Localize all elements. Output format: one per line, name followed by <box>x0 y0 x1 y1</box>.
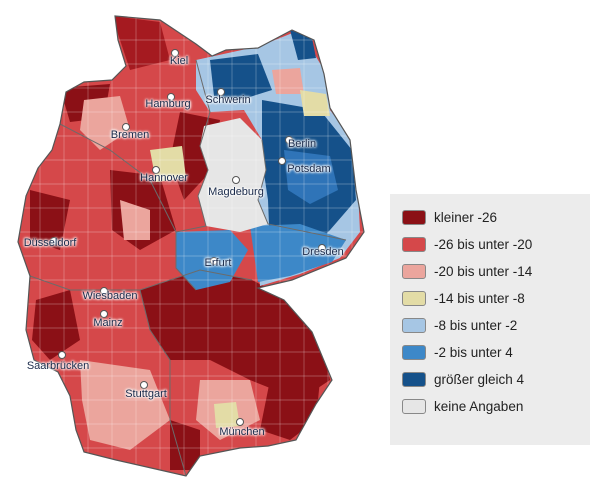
city-dot-wiesbaden <box>100 287 108 295</box>
city-dot-magdeburg <box>232 176 240 184</box>
region-bayern-east <box>260 380 320 440</box>
city-label-erfurt: Erfurt <box>204 257 232 269</box>
city-dot-kiel <box>171 49 179 57</box>
legend-swatch <box>402 318 426 333</box>
legend-label: -8 bis unter -2 <box>434 318 518 333</box>
city-label-bremen: Bremen <box>110 129 150 141</box>
city-label-wiesbaden: Wiesbaden <box>82 290 138 302</box>
city-label-potsdam: Potsdam <box>287 163 331 175</box>
legend-item: größer gleich 4 <box>402 366 590 393</box>
region-beige-muc <box>214 402 240 428</box>
legend-item: -26 bis unter -20 <box>402 231 590 258</box>
region-beige-hannover <box>150 146 186 182</box>
legend-label: kleiner -26 <box>434 210 498 225</box>
legend-label: -20 bis unter -14 <box>434 264 533 279</box>
legend-swatch <box>402 399 426 414</box>
map-legend: kleiner -26 -26 bis unter -20 -20 bis un… <box>390 194 590 445</box>
state-borders <box>29 59 347 477</box>
city-dot-schwerin <box>217 88 225 96</box>
legend-item: keine Angaben <box>402 393 590 420</box>
region-pink-mid <box>120 200 150 240</box>
germany-outline <box>17 15 365 477</box>
legend-label: keine Angaben <box>434 399 524 414</box>
city-label-dresden: Dresden <box>302 246 344 258</box>
region-allgaeu <box>170 420 200 470</box>
legend-label: größer gleich 4 <box>434 372 525 387</box>
legend-swatch <box>402 291 426 306</box>
city-dot-bremen <box>122 123 130 131</box>
city-label-hannover: Hannover <box>140 172 188 184</box>
legend-swatch <box>402 345 426 360</box>
legend-item: kleiner -26 <box>402 204 590 231</box>
region-rhein <box>30 190 70 250</box>
city-dot-hannover <box>152 166 160 174</box>
region-bayern-north <box>140 270 330 400</box>
city-label-mainz: Mainz <box>93 317 123 329</box>
city-dot-dresden <box>318 244 326 252</box>
region-berlin-core <box>284 150 338 204</box>
city-label-hamburg: Hamburg <box>145 98 191 110</box>
region-pink-bremen <box>80 96 130 150</box>
city-label-berlin: Berlin <box>287 138 317 150</box>
region-pink-mv <box>272 68 304 94</box>
city-dot-erfurt <box>210 257 218 265</box>
city-dot-saarbruecken <box>58 351 66 359</box>
city-dot-muenchen <box>236 418 244 426</box>
city-label-magdeburg: Magdeburg <box>208 186 264 198</box>
city-dot-duesseldorf <box>50 237 58 245</box>
legend-label: -14 bis unter -8 <box>434 291 525 306</box>
region-beige-mv <box>300 90 330 116</box>
region-schleswig <box>112 16 170 70</box>
city-dot-hamburg <box>167 93 175 101</box>
germany-map: Kiel Hamburg Schwerin Bremen Berlin Pots… <box>17 15 365 477</box>
legend-swatch <box>402 237 426 252</box>
legend-item: -8 bis unter -2 <box>402 312 590 339</box>
legend-swatch <box>402 372 426 387</box>
city-dot-berlin <box>285 136 293 144</box>
region-sachsen <box>250 224 346 282</box>
legend-swatch <box>402 210 426 225</box>
city-dot-stuttgart <box>140 381 148 389</box>
city-label-duesseldorf: Düsseldorf <box>23 237 77 249</box>
legend-item: -2 bis unter 4 <box>402 339 590 366</box>
city-label-stuttgart: Stuttgart <box>125 388 167 400</box>
legend-swatch <box>402 264 426 279</box>
city-label-kiel: Kiel <box>169 55 189 67</box>
region-pfalz <box>32 290 80 360</box>
city-label-muenchen: München <box>219 426 265 438</box>
city-dot-mainz <box>100 310 108 318</box>
city-label-schwerin: Schwerin <box>205 94 251 106</box>
legend-label: -2 bis unter 4 <box>434 345 513 360</box>
legend-item: -20 bis unter -14 <box>402 258 590 285</box>
legend-item: -14 bis unter -8 <box>402 285 590 312</box>
region-no-data <box>198 118 268 232</box>
city-dot-potsdam <box>278 157 286 165</box>
legend-label: -26 bis unter -20 <box>434 237 533 252</box>
city-label-saarbruecken: Saarbrücken <box>26 360 90 372</box>
region-mv-west <box>210 54 272 100</box>
